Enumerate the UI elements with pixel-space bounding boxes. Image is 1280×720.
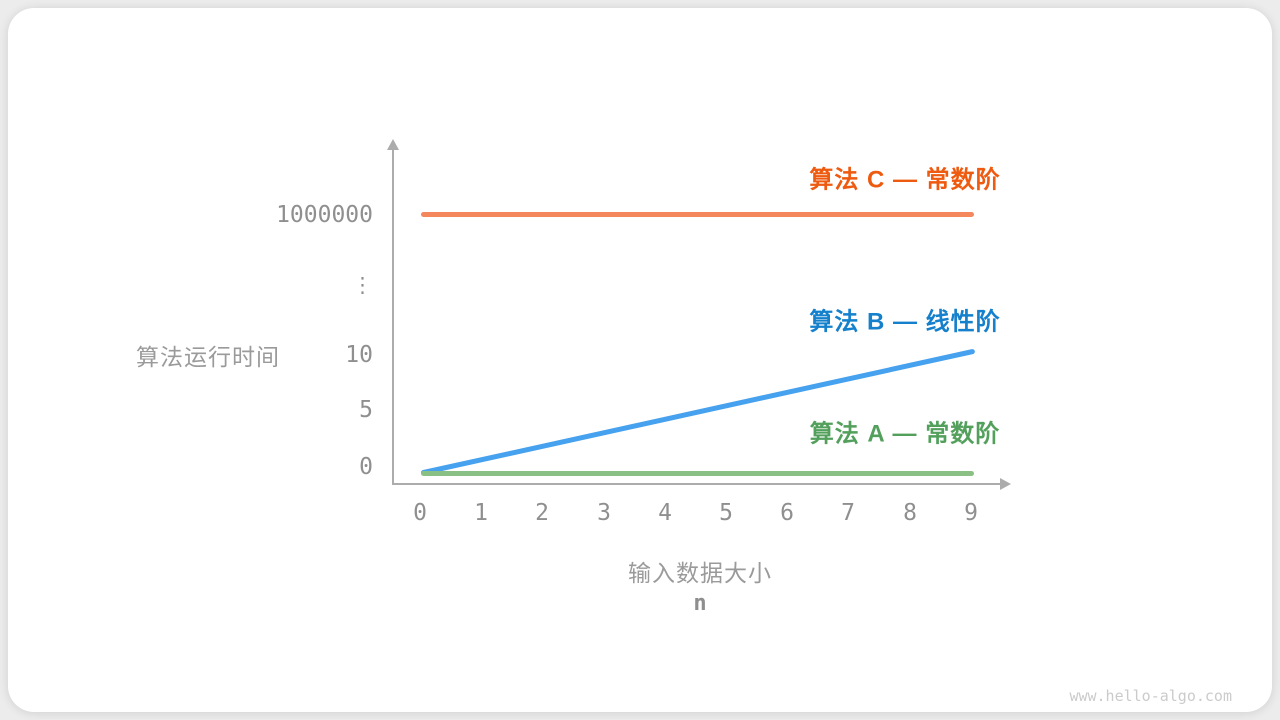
x-axis-line <box>393 483 1003 485</box>
x-axis-arrow-icon <box>1000 478 1011 490</box>
series-line-algorithm-c <box>421 212 974 217</box>
watermark: www.hello-algo.com <box>1069 687 1232 705</box>
series-label-algorithm-b: 算法 B — 线性阶 <box>809 308 1001 336</box>
y-tick-label: 5 <box>359 397 373 423</box>
y-axis-line <box>392 150 394 485</box>
y-tick-label: 1000000 <box>276 202 373 228</box>
y-tick-label: 0 <box>359 454 373 480</box>
x-tick-label: 7 <box>841 500 855 526</box>
x-tick-label: 5 <box>719 500 733 526</box>
y-axis-break-ellipsis-icon: ⋮ <box>352 273 373 297</box>
x-tick-label: 3 <box>597 500 611 526</box>
series-line-algorithm-a <box>421 471 974 476</box>
x-tick-label: 4 <box>658 500 672 526</box>
x-tick-label: 6 <box>780 500 794 526</box>
x-tick-label: 0 <box>413 500 427 526</box>
x-axis-title-variable: n <box>693 591 707 616</box>
y-tick-label: 10 <box>345 342 373 368</box>
x-tick-label: 9 <box>964 500 978 526</box>
y-axis-arrow-icon <box>387 139 399 150</box>
series-line-algorithm-b <box>420 348 976 475</box>
y-axis-title: 算法运行时间 <box>136 344 280 370</box>
series-label-algorithm-c: 算法 C — 常数阶 <box>809 166 1001 194</box>
chart-card: 算法 C — 常数阶 算法 B — 线性阶 算法 A — 常数阶 1000000… <box>8 8 1272 712</box>
x-tick-label: 1 <box>474 500 488 526</box>
x-tick-label: 8 <box>903 500 917 526</box>
series-label-algorithm-a: 算法 A — 常数阶 <box>809 420 1001 448</box>
x-tick-label: 2 <box>535 500 549 526</box>
x-axis-title: 输入数据大小 <box>628 560 772 586</box>
